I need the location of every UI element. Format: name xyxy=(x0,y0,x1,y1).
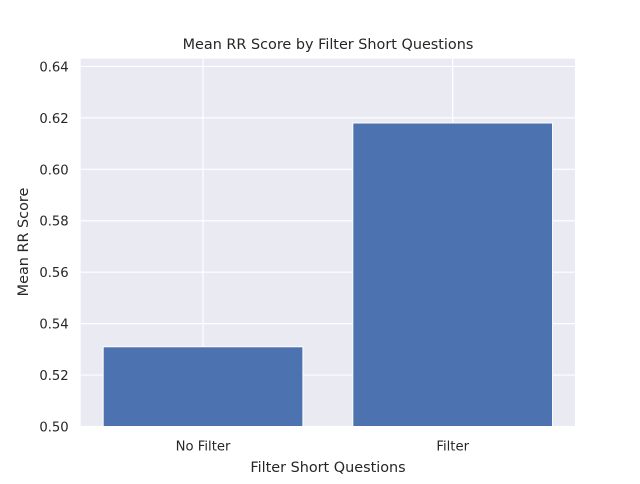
y-tick-label: 0.54 xyxy=(39,318,68,333)
x-tick-label: Filter xyxy=(436,440,469,455)
bar-filter xyxy=(352,122,554,427)
y-tick-label: 0.58 xyxy=(39,215,68,230)
y-tick-label: 0.60 xyxy=(39,163,68,178)
y-tick-label: 0.64 xyxy=(39,60,68,75)
bar-no-filter xyxy=(102,346,304,427)
chart-title: Mean RR Score by Filter Short Questions xyxy=(183,37,474,53)
y-tick-labels: 0.50 0.52 0.54 0.56 0.58 0.60 0.62 0.64 xyxy=(39,60,68,435)
x-axis-label: Filter Short Questions xyxy=(250,460,405,476)
y-tick-label: 0.52 xyxy=(39,369,68,384)
y-tick-label: 0.50 xyxy=(39,421,68,436)
bars xyxy=(102,122,554,427)
x-tick-labels: No Filter Filter xyxy=(176,440,470,455)
y-tick-label: 0.56 xyxy=(39,266,68,281)
x-tick-label: No Filter xyxy=(176,440,231,455)
y-tick-label: 0.62 xyxy=(39,112,68,127)
y-axis-label: Mean RR Score xyxy=(16,188,32,297)
